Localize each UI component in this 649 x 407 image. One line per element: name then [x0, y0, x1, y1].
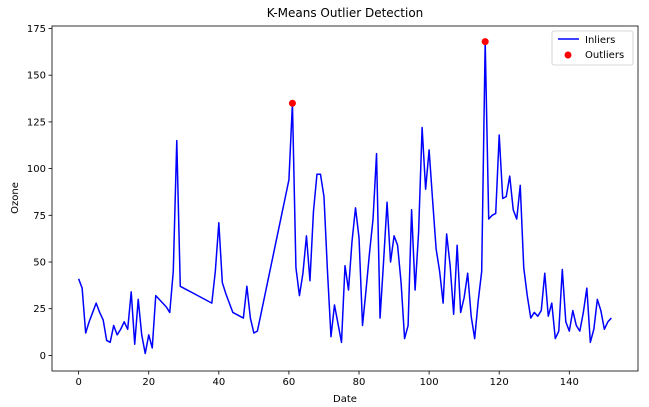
legend: Inliers Outliers	[551, 30, 634, 66]
chart-title: K-Means Outlier Detection	[267, 6, 424, 20]
series-layer	[77, 38, 612, 355]
x-axis-ticks: 0 20 40 60 80 100 120 140	[75, 371, 579, 388]
legend-outliers-swatch	[564, 51, 572, 59]
x-tick-label: 100	[420, 377, 439, 388]
x-tick-label: 120	[490, 377, 509, 388]
y-tick-label: 50	[33, 258, 46, 269]
y-axis-ticks: 0 25 50 75 100 125 150 175	[27, 24, 52, 362]
y-tick-label: 150	[27, 71, 46, 82]
x-tick-label: 40	[212, 377, 225, 388]
x-tick-label: 140	[560, 377, 579, 388]
x-axis-label: Date	[333, 394, 357, 405]
y-tick-label: 0	[40, 351, 46, 362]
x-tick-label: 60	[283, 377, 296, 388]
legend-inliers-label: Inliers	[585, 35, 615, 46]
legend-outliers-label: Outliers	[585, 50, 624, 61]
y-tick-label: 125	[27, 117, 46, 128]
y-tick-label: 25	[33, 304, 46, 315]
y-tick-label: 75	[33, 211, 46, 222]
x-tick-label: 80	[353, 377, 366, 388]
y-tick-label: 175	[27, 24, 46, 35]
outlier-point	[288, 99, 296, 107]
x-tick-label: 0	[75, 377, 81, 388]
y-tick-label: 100	[27, 164, 46, 175]
inliers-series-line	[77, 40, 612, 355]
y-axis-label: Ozone	[10, 182, 21, 214]
outlier-point	[481, 38, 489, 46]
plot-area	[51, 25, 639, 372]
x-tick-label: 20	[142, 377, 155, 388]
